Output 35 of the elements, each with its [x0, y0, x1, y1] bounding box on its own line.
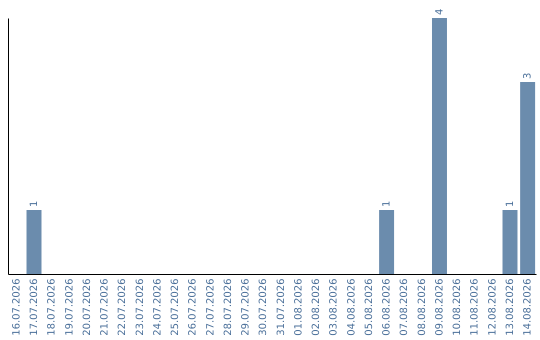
- x-tick-label: 03.08.2026: [328, 278, 340, 336]
- x-tick-label: 19.07.2026: [64, 278, 76, 336]
- x-tick-label: 23.07.2026: [134, 278, 146, 336]
- x-tick-label: 17.07.2026: [29, 278, 40, 336]
- data-label: 1: [29, 200, 40, 207]
- x-tick-label: 07.08.2026: [399, 278, 410, 336]
- x-tick-label: 20.07.2026: [82, 278, 93, 336]
- x-tick-label: 05.08.2026: [364, 278, 375, 336]
- data-label: 1: [504, 200, 516, 207]
- x-tick-label: 31.07.2026: [276, 278, 287, 336]
- x-tick-label: 26.07.2026: [188, 278, 199, 336]
- x-tick-label: 01.08.2026: [293, 278, 304, 336]
- x-tick-label: 09.08.2026: [434, 278, 446, 336]
- data-label: 1: [382, 200, 393, 207]
- x-tick-label: 08.08.2026: [416, 278, 428, 336]
- x-tick-label: 22.07.2026: [117, 278, 128, 336]
- x-tick-label: 06.08.2026: [382, 278, 393, 336]
- x-tick-label: 28.07.2026: [222, 278, 234, 336]
- x-tick-label: 02.08.2026: [311, 278, 322, 336]
- data-label: 4: [434, 8, 446, 15]
- x-tick-label: 24.07.2026: [152, 278, 164, 336]
- x-tick-label: 25.07.2026: [170, 278, 182, 336]
- x-tick-label: 29.07.2026: [240, 278, 252, 336]
- x-tick-label: 18.07.2026: [46, 278, 58, 336]
- x-tick-label: 21.07.2026: [100, 278, 111, 336]
- x-tick-label: 16.07.2026: [11, 278, 22, 336]
- x-tick-label: 10.08.2026: [452, 278, 464, 336]
- x-tick-label: 04.08.2026: [346, 278, 358, 336]
- x-tick-label: 27.07.2026: [205, 278, 216, 336]
- x-tick-label: 12.08.2026: [487, 278, 498, 336]
- x-tick-label: 11.08.2026: [470, 278, 481, 336]
- x-tick-label: 14.08.2026: [522, 278, 534, 336]
- x-tick-label: 30.07.2026: [258, 278, 270, 336]
- x-tick-label: 13.08.2026: [504, 278, 516, 336]
- data-label: 3: [522, 72, 534, 79]
